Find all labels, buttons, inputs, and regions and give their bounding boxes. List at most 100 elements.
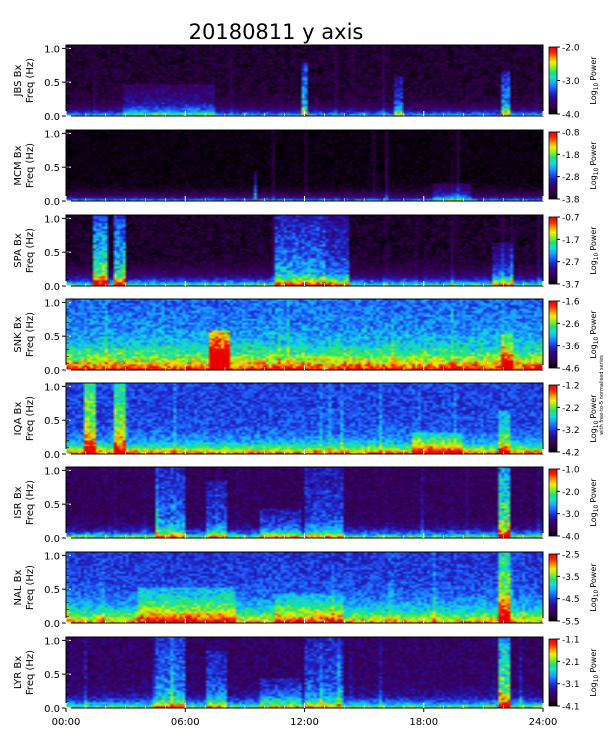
colorbar-tick-label: -1.1 [562,636,580,646]
colorbar-tick-label: -3.0 [562,510,580,520]
colorbar-tick-label: -1.7 [562,236,580,246]
colorbar-title: Log10Power [589,648,600,697]
colorbar-title-power: Power [589,226,598,251]
y-tick-label: 0.0 [44,704,60,715]
y-tick-label: 0.0 [44,619,60,630]
x-tick-label: 24:00 [529,717,558,728]
colorbar-tick-label: -4.6 [562,365,580,375]
heatmap-isr [66,467,543,538]
x-axis: 00:00 06:00 12:00 18:00 24:00 [52,708,558,728]
colorbar-title-power: Power [589,141,598,166]
y-tick-label: 0.5 [44,500,60,511]
colorbar-title: Log10Power [589,310,600,359]
colorbar-title-power: Power [589,394,598,419]
panel-jbs: 0.0 0.5 1.0 JBS Bx Freq (Hz) -2.0 -3.0 -4.0 Log1… [13,44,600,124]
y-tick-label: 0.5 [44,585,60,596]
colorbar-title-base: 10 [593,336,600,344]
y-tick-label: 0.0 [44,112,60,123]
colorbar-title-log: Log [589,597,598,611]
y-tick-label: 1.0 [44,129,60,140]
y-tick-label: 1.0 [44,298,60,309]
y-axis-title-freq: Freq (Hz) [25,565,36,610]
y-axis-title-freq: Freq (Hz) [25,396,36,441]
y-axis-title-freq: Freq (Hz) [25,650,36,695]
colorbar-tick-label: -5.5 [562,618,580,628]
y-tick-label: 0.5 [44,416,60,427]
panel-spa: 0.0 0.5 1.0 SPA Bx Freq (Hz) -0.7 -1.7 -2.7 -3.7… [13,214,600,294]
y-tick-label: 0.0 [44,534,60,545]
colorbar-tick-label: -3.6 [562,342,580,352]
colorbar-tick-label: -2.6 [562,320,580,330]
colorbar-tick-label: -3.5 [562,573,580,583]
colorbar-title: Log10Power [589,478,600,527]
colorbar-tick-label: -3.0 [562,77,580,87]
colorbar-title-log: Log [589,428,598,442]
x-tick-label: 06:00 [171,717,200,728]
y-tick-label: 1.0 [44,466,60,477]
y-tick-label: 1.0 [44,44,60,55]
panel-nal: 0.0 0.5 1.0 NAL Bx Freq (Hz) -2.5 -3.5 -4.5 -5.5… [13,551,600,631]
colorbar-tick-label: -4.5 [562,595,580,605]
colorbar-tick-label: -1.6 [562,298,580,308]
colorbar-tick-label: -4.1 [562,703,580,713]
y-axis-title-station: SNK Bx [13,316,24,352]
colorbar-title: Log10Power [589,563,600,612]
colorbar-tick-label: -3.2 [562,426,580,436]
colorbar-title: Log10Power [589,141,600,190]
colorbar-tick-label: -2.2 [562,404,580,414]
y-axis-title-station: ISR Bx [13,486,24,518]
y-axis-title-station: MCM Bx [13,145,24,185]
colorbar-tick-label: -2.1 [562,658,580,668]
y-tick-label: 0.5 [44,163,60,174]
colorbar-tick-label: -1.8 [562,151,580,161]
y-tick-label: 1.0 [44,382,60,393]
y-tick-label: 0.0 [44,197,60,208]
y-tick-label: 0.0 [44,366,60,377]
y-tick-label: 1.0 [44,636,60,647]
heatmap-snk [66,299,543,370]
colorbar-tick-label: -3.1 [562,680,580,690]
y-axis-title-station: NAL Bx [13,569,24,605]
panel-snk: 0.0 0.5 1.0 SNK Bx Freq (Hz) -1.6 -2.6 -3.6 -4.6… [13,298,600,378]
colorbar-title-power: Power [589,56,598,81]
colorbar-tick-label: -0.8 [562,129,580,139]
colorbar-title: Log10Power [589,56,600,105]
colorbar-tick-label: -1.0 [562,466,580,476]
y-tick-label: 0.0 [44,450,60,461]
x-tick-label: 12:00 [290,717,319,728]
x-tick-label: 18:00 [409,717,438,728]
y-axis-title-station: LYR Bx [13,656,24,689]
colorbar-tick-label: -3.8 [562,196,580,206]
colorbar [548,131,558,200]
heatmap-mcm [66,130,543,201]
y-tick-label: 1.0 [44,551,60,562]
panel-isr: 0.0 0.5 1.0 ISR Bx Freq (Hz) -1.0 -2.0 -3.0 -4.0… [13,466,600,546]
figure-title: 20180811 y axis [189,20,364,44]
colorbar-tick-label: -4.2 [562,449,580,459]
y-axis-title-station: JBS Bx [13,64,24,97]
colorbar [548,468,558,537]
colorbar-title-power: Power [589,648,598,673]
panel-lyr: 0.0 0.5 1.0 LYR Bx Freq (Hz) -1.1 -2.1 -3.1 -4.1… [13,636,600,716]
colorbar-tick-label: -4.0 [562,111,580,121]
colorbar-title-base: 10 [593,589,600,597]
colorbar-title-log: Log [589,682,598,696]
colorbar [548,638,558,707]
colorbar-title-base: 10 [593,420,600,428]
y-tick-label: 0.5 [44,248,60,259]
y-tick-label: 1.0 [44,214,60,225]
side-note: with free-to-5 normalised series [599,355,605,435]
colorbar-title-base: 10 [593,82,600,90]
colorbar-title-log: Log [589,512,598,526]
y-tick-label: 0.0 [44,282,60,293]
heatmap-lyr [66,637,543,708]
colorbar-title-log: Log [589,260,598,274]
colorbar-tick-label: -2.0 [562,488,580,498]
colorbar-title-log: Log [589,90,598,104]
colorbar-tick-label: -2.7 [562,258,580,268]
panel-mcm: 0.0 0.5 1.0 MCM Bx Freq (Hz) -0.8 -1.8 -2.8 -3.8… [13,129,600,209]
colorbar-title-power: Power [589,478,598,503]
y-axis-title-freq: Freq (Hz) [25,143,36,188]
y-tick-label: 0.5 [44,78,60,89]
